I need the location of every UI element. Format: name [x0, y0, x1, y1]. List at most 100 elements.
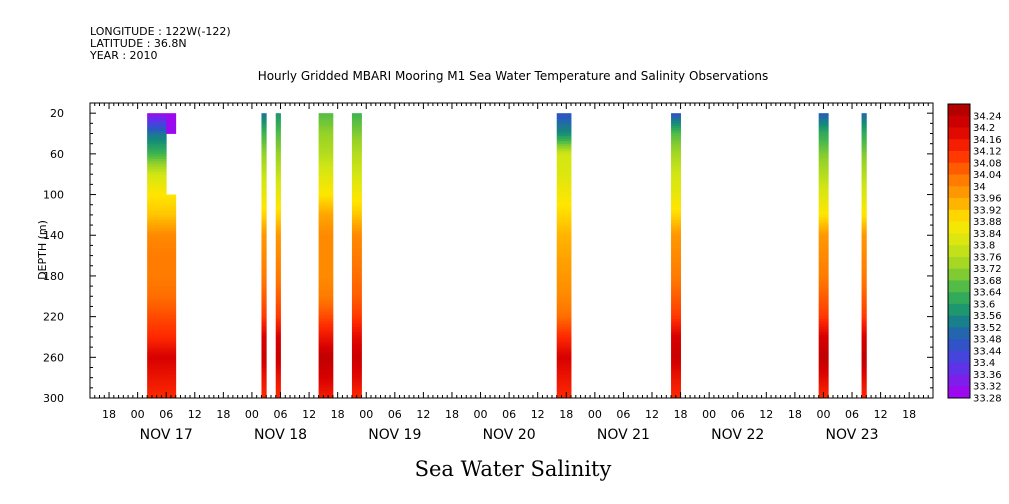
- heatmap-cell: [818, 245, 829, 249]
- heatmap-cell: [275, 347, 281, 351]
- heatmap-cell: [147, 171, 158, 175]
- heatmap-cell: [166, 303, 177, 307]
- longitude-label: LONGITUDE : 122W(-122): [90, 25, 231, 38]
- heatmap-cell: [156, 324, 167, 328]
- heatmap-cell: [166, 298, 177, 302]
- heatmap-cell: [156, 316, 167, 320]
- heatmap-cell: [818, 123, 829, 127]
- heatmap-cell: [166, 199, 177, 203]
- heatmap-cell: [261, 235, 267, 239]
- heatmap-cell: [166, 255, 177, 259]
- heatmap-cell: [318, 225, 334, 229]
- heatmap-cell: [156, 296, 167, 300]
- heatmap-cell: [275, 219, 281, 223]
- heatmap-cell: [261, 395, 267, 399]
- heatmap-cell: [556, 199, 572, 203]
- heatmap-cell: [556, 161, 572, 165]
- heatmap-cell: [351, 314, 362, 318]
- heatmap-cell: [275, 311, 281, 315]
- heatmap-cell: [261, 286, 267, 290]
- heatmap-cell: [318, 367, 334, 371]
- heatmap-cells: [147, 113, 867, 399]
- heatmap-cell: [261, 192, 267, 195]
- heatmap-cell: [166, 202, 177, 206]
- heatmap-cell: [861, 291, 867, 295]
- heatmap-cell: [261, 194, 267, 198]
- y-tick-label: 140: [43, 229, 64, 242]
- heatmap-cell: [156, 339, 167, 343]
- heatmap-cell: [861, 367, 867, 371]
- heatmap-cell: [671, 235, 681, 239]
- heatmap-cell: [671, 308, 681, 312]
- x-hour-label: 18: [445, 408, 459, 421]
- heatmap-cell: [556, 263, 572, 267]
- heatmap-cell: [671, 293, 681, 297]
- heatmap-cell: [556, 339, 572, 343]
- heatmap-cell: [275, 301, 281, 305]
- colorbar-label: 33.32: [973, 382, 1002, 393]
- colorbar-band: [948, 256, 970, 269]
- heatmap-cell: [275, 357, 281, 361]
- heatmap-cell: [351, 311, 362, 315]
- heatmap-cell: [351, 169, 362, 173]
- heatmap-cell: [166, 128, 177, 132]
- heatmap-cell: [156, 179, 167, 183]
- heatmap-cell: [318, 230, 334, 234]
- heatmap-cell: [351, 364, 362, 368]
- heatmap-cell: [671, 130, 681, 134]
- heatmap-cell: [818, 158, 829, 162]
- heatmap-cell: [818, 329, 829, 333]
- heatmap-cell: [861, 230, 867, 234]
- colorbar-band: [948, 115, 970, 128]
- heatmap-cell: [671, 352, 681, 356]
- heatmap-cell: [818, 273, 829, 277]
- heatmap-cell: [156, 392, 167, 396]
- heatmap-cell: [275, 286, 281, 290]
- heatmap-cell: [147, 133, 158, 137]
- heatmap-cell: [818, 342, 829, 345]
- heatmap-cell: [275, 390, 281, 394]
- heatmap-cell: [818, 164, 829, 167]
- heatmap-cell: [861, 212, 867, 216]
- heatmap-cell: [351, 362, 362, 366]
- heatmap-cell: [818, 128, 829, 132]
- heatmap-cell: [861, 245, 867, 249]
- heatmap-cell: [318, 125, 334, 129]
- heatmap-cell: [861, 148, 867, 152]
- heatmap-cell: [318, 306, 334, 310]
- heatmap-cell: [147, 377, 158, 381]
- heatmap-cell: [147, 247, 158, 251]
- heatmap-cell: [147, 151, 158, 155]
- heatmap-cell: [818, 385, 829, 389]
- heatmap-cell: [156, 181, 167, 185]
- heatmap-cell: [261, 306, 267, 310]
- heatmap-cell: [156, 286, 167, 290]
- heatmap-cell: [318, 217, 334, 221]
- heatmap-cell: [318, 370, 334, 373]
- y-tick-label: 180: [43, 270, 64, 283]
- heatmap-cell: [556, 184, 572, 188]
- colorbar-band: [948, 233, 970, 246]
- heatmap-cell: [275, 186, 281, 190]
- heatmap-cell: [156, 143, 167, 147]
- heatmap-cell: [261, 273, 267, 277]
- heatmap-cell: [351, 192, 362, 195]
- heatmap-cell: [351, 166, 362, 170]
- heatmap-cell: [156, 253, 167, 256]
- heatmap-cell: [261, 120, 267, 124]
- heatmap-cell: [147, 128, 158, 132]
- heatmap-cell: [351, 275, 362, 279]
- heatmap-cell: [261, 143, 267, 147]
- heatmap-cell: [671, 153, 681, 157]
- heatmap-cell: [861, 319, 867, 323]
- heatmap-cell: [556, 273, 572, 277]
- heatmap-cell: [351, 194, 362, 198]
- heatmap-cell: [671, 260, 681, 264]
- heatmap-cell: [275, 296, 281, 300]
- heatmap-cell: [147, 179, 158, 183]
- heatmap-cell: [156, 128, 167, 132]
- heatmap-cell: [556, 324, 572, 328]
- heatmap-cell: [818, 169, 829, 173]
- x-hour-label: 00: [588, 408, 602, 421]
- heatmap-cell: [818, 319, 829, 323]
